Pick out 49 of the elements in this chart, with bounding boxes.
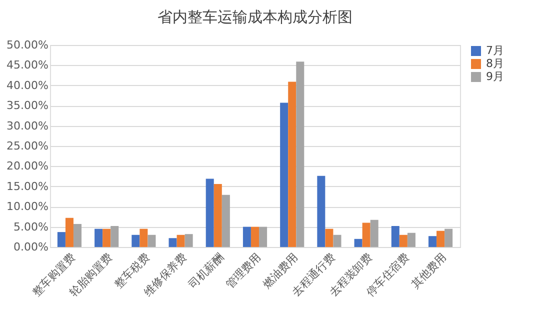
bar xyxy=(362,222,370,247)
bar xyxy=(65,218,74,247)
y-tick-label: 25.00% xyxy=(6,140,48,152)
bar xyxy=(399,234,408,247)
bar xyxy=(214,184,222,247)
bar xyxy=(94,228,103,247)
bar xyxy=(333,234,342,247)
bar xyxy=(436,230,445,247)
y-tick-label: 10.00% xyxy=(6,200,48,214)
y-tick-label: 45.00% xyxy=(6,58,48,72)
bar xyxy=(259,226,268,247)
bar xyxy=(370,220,378,247)
legend-label: 9月 xyxy=(486,70,504,83)
bar xyxy=(102,228,111,247)
bar xyxy=(317,176,326,247)
bar xyxy=(206,178,214,247)
y-tick-label: 0.00% xyxy=(14,240,48,254)
bar xyxy=(168,238,177,247)
bar xyxy=(407,232,416,247)
bar xyxy=(74,224,82,247)
bar xyxy=(242,226,251,247)
y-tick-label: 35.00% xyxy=(6,99,48,112)
legend-label: 8月 xyxy=(486,57,504,70)
y-tick-label: 40.00% xyxy=(6,78,48,92)
legend-label: 7月 xyxy=(486,44,504,57)
bar xyxy=(148,234,156,247)
bar xyxy=(57,232,66,247)
bar xyxy=(444,228,453,247)
bar xyxy=(325,228,334,247)
bar xyxy=(280,102,288,247)
bar xyxy=(391,226,400,247)
bar xyxy=(184,234,193,247)
y-tick-label: 50.00% xyxy=(6,38,48,52)
bar xyxy=(176,234,185,247)
y-tick-label: 30.00% xyxy=(6,119,48,132)
bar xyxy=(132,234,140,247)
bar xyxy=(296,62,304,247)
y-tick-label: 5.00% xyxy=(14,220,48,234)
chart-title: 省内整车运输成本构成分析图 xyxy=(158,8,352,26)
y-tick-label: 20.00% xyxy=(6,160,48,173)
y-tick-label: 15.00% xyxy=(6,180,48,193)
x-tick-label: 其他费用 xyxy=(408,250,450,292)
bar xyxy=(428,236,436,247)
bar xyxy=(140,228,148,247)
bar xyxy=(354,238,362,247)
bar xyxy=(222,194,230,247)
bar xyxy=(288,82,296,247)
bar xyxy=(251,226,259,247)
bar xyxy=(110,226,119,247)
